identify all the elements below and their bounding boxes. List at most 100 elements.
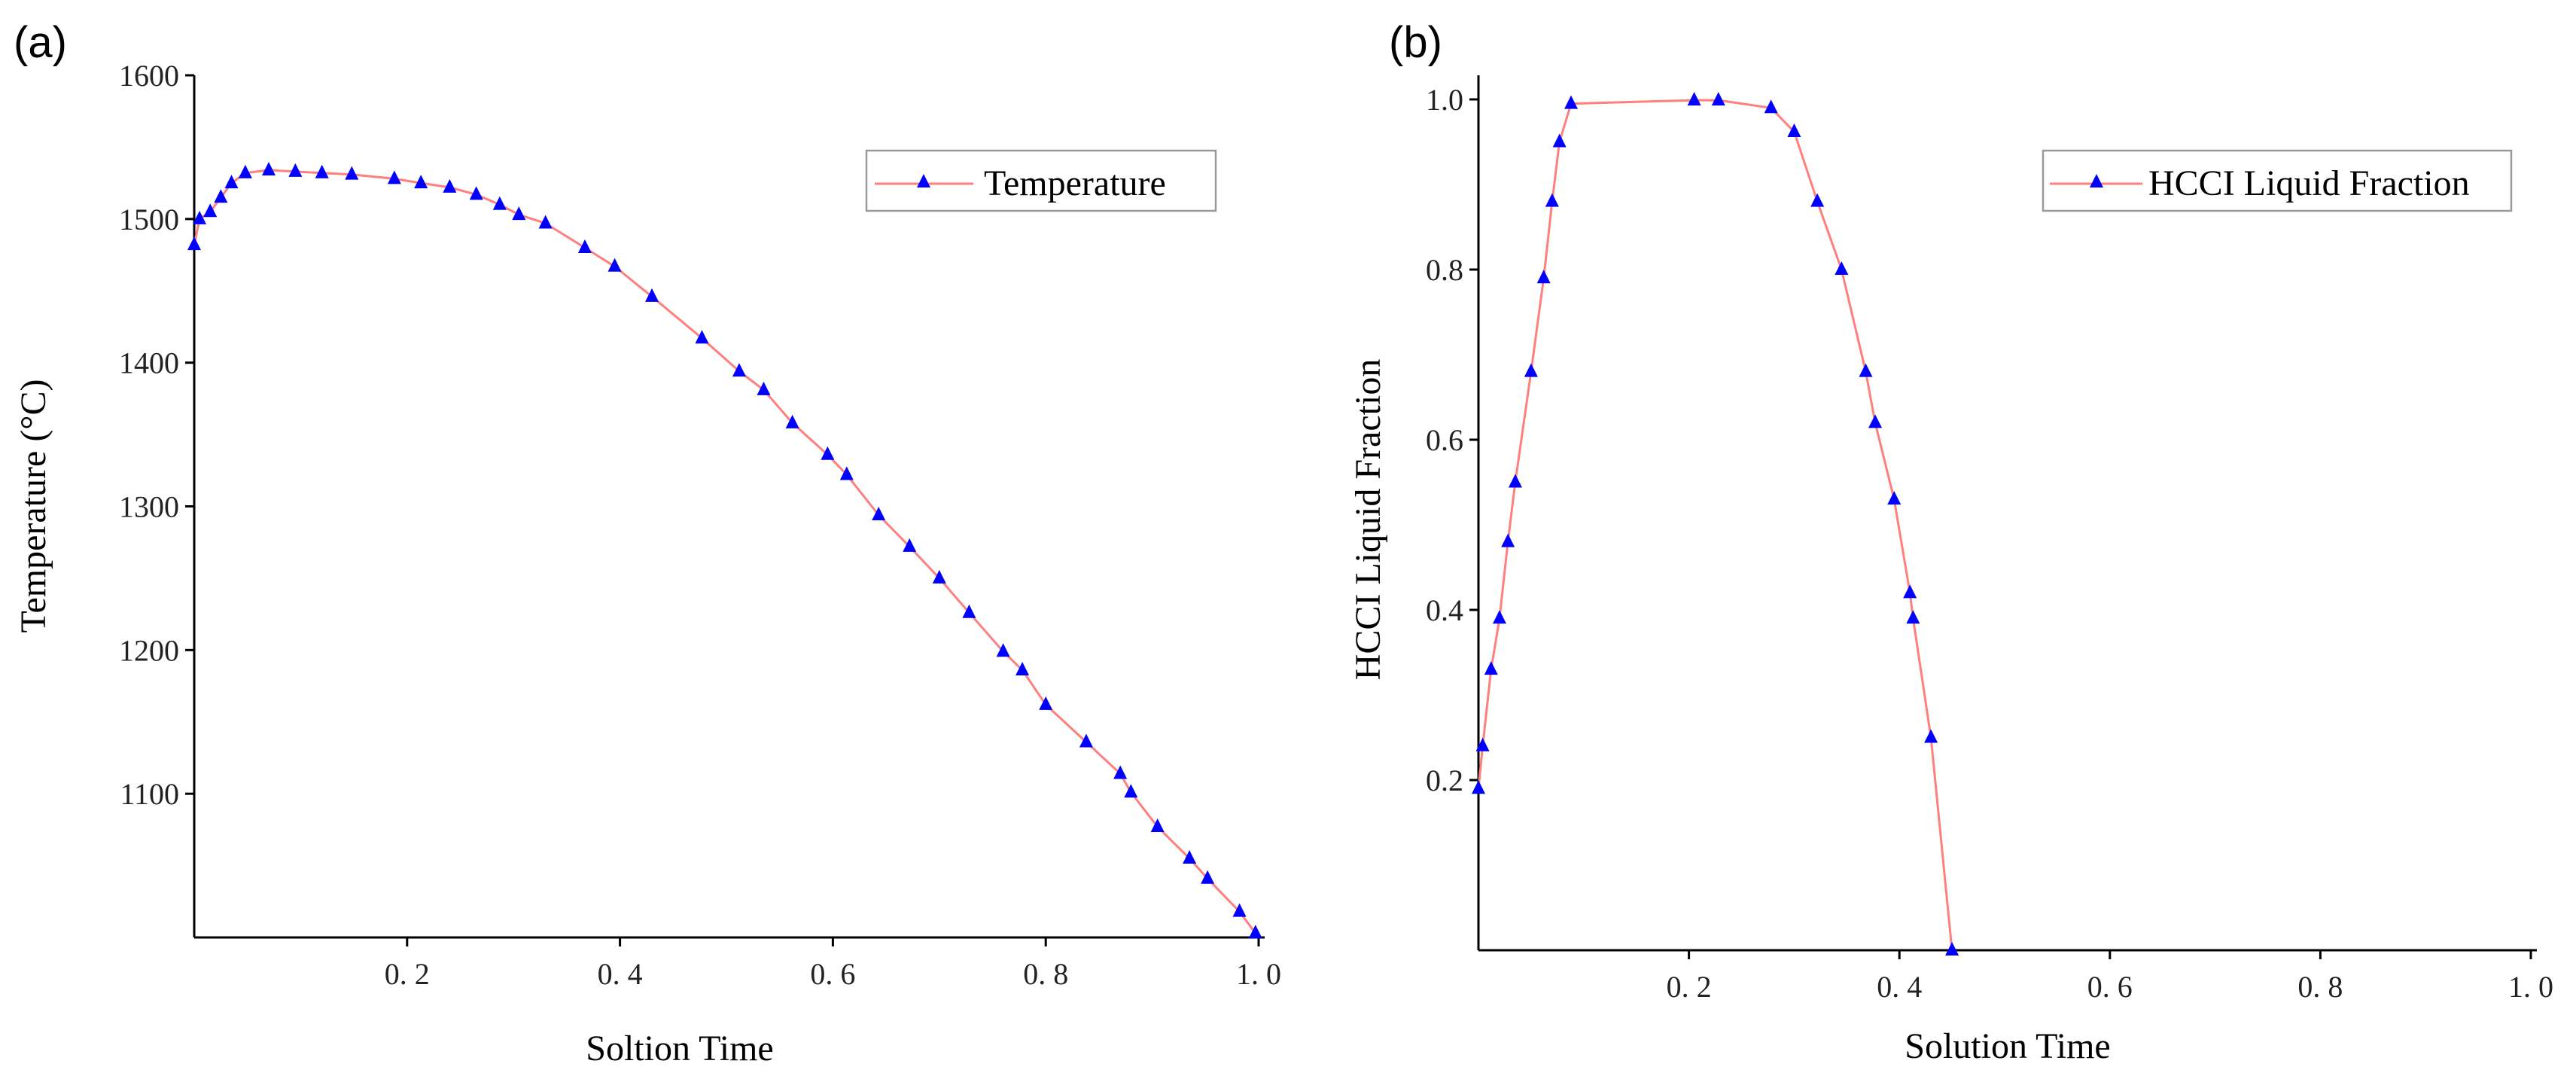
data-point-a-0 — [187, 236, 201, 251]
data-point-b-19 — [1887, 491, 1902, 505]
x-tick-label-b-3: 0. 8 — [2297, 970, 2343, 1004]
legend-b: HCCI Liquid Fraction — [2042, 149, 2513, 212]
legend-marker-icon-b — [2090, 174, 2103, 187]
y-tick-label-a-1: 1200 — [119, 633, 179, 667]
data-point-b-0 — [1472, 780, 1485, 794]
x-tick-label-b-2: 0. 6 — [2087, 970, 2133, 1004]
data-point-a-39 — [1232, 903, 1247, 917]
legend-label-b: HCCI Liquid Fraction — [2148, 163, 2470, 203]
data-point-a-15 — [512, 206, 526, 221]
data-point-a-37 — [1183, 850, 1197, 864]
y-axis-title-a: Temperature (°C) — [14, 379, 53, 632]
data-point-a-17 — [577, 239, 592, 253]
legend-box-b — [2042, 149, 2513, 212]
data-point-b-4 — [1501, 533, 1515, 547]
series-line-a-0 — [193, 169, 1257, 934]
data-point-a-20 — [695, 330, 709, 344]
data-point-a-21 — [732, 363, 746, 377]
chart-temperature: (a) 0. 2 0. 4 0. 6 0. 8 1. 0 1100 1200 1300 1400… — [14, 18, 1281, 1068]
data-point-a-40 — [1248, 925, 1262, 939]
data-point-a-14 — [492, 196, 507, 210]
legend-label-a: Temperature — [984, 163, 1166, 203]
y-tick-label-a-2: 1300 — [119, 490, 179, 524]
data-point-b-9 — [1552, 133, 1567, 148]
y-tick-label-b-2: 0.6 — [1426, 423, 1463, 457]
y-tick-label-b-1: 0.4 — [1426, 593, 1463, 627]
data-point-a-24 — [821, 446, 835, 460]
data-point-b-10 — [1564, 95, 1579, 109]
panel-label-b: (b) — [1389, 18, 1442, 67]
data-point-a-6 — [261, 161, 276, 175]
data-point-a-11 — [414, 175, 428, 189]
data-point-b-23 — [1945, 942, 1959, 956]
data-point-a-7 — [288, 163, 303, 177]
x-tick-label-b-1: 0. 4 — [1877, 970, 1922, 1004]
x-axis-title-a: Soltion Time — [586, 1029, 773, 1068]
data-point-b-21 — [1906, 610, 1920, 624]
data-point-a-12 — [443, 178, 457, 193]
data-point-b-12 — [1711, 92, 1725, 106]
x-tick-label-b-0: 0. 2 — [1667, 970, 1712, 1004]
data-point-a-30 — [996, 643, 1010, 657]
y-tick-label-b-4: 1.0 — [1426, 83, 1463, 117]
data-point-a-22 — [757, 381, 771, 395]
data-point-a-34 — [1113, 765, 1128, 779]
data-point-b-2 — [1484, 661, 1498, 675]
y-tick-label-a-3: 1400 — [119, 346, 179, 380]
data-point-a-31 — [1015, 662, 1030, 676]
data-point-a-38 — [1201, 870, 1215, 884]
series-line-b-0 — [1477, 99, 1953, 951]
data-point-a-36 — [1150, 818, 1165, 833]
data-point-a-18 — [607, 258, 622, 272]
data-point-a-1 — [193, 210, 207, 224]
data-point-a-10 — [387, 170, 401, 184]
x-axis-title-b: Solution Time — [1905, 1026, 2110, 1066]
data-point-b-20 — [1903, 584, 1917, 599]
data-point-a-2 — [203, 203, 218, 218]
data-point-a-8 — [315, 164, 329, 178]
data-point-a-9 — [345, 166, 359, 180]
chart-liquid-fraction: (b) 0. 2 0. 4 0. 6 0. 8 1. 00.20.40.60.81.0 … — [1348, 18, 2553, 1066]
data-point-b-7 — [1536, 270, 1551, 284]
data-point-a-23 — [785, 414, 799, 428]
data-point-b-14 — [1787, 123, 1801, 137]
data-point-a-13 — [469, 186, 483, 200]
data-point-a-32 — [1039, 696, 1053, 710]
y-tick-label-b-0: 0.2 — [1426, 763, 1463, 797]
legend-marker-icon-a — [917, 174, 930, 187]
y-tick-label-a-0: 1100 — [120, 777, 179, 811]
x-tick-label-a-1: 0. 4 — [598, 957, 643, 991]
data-point-a-27 — [903, 538, 917, 552]
data-point-b-8 — [1545, 193, 1559, 207]
data-point-b-5 — [1508, 474, 1522, 488]
legend-a: Temperature — [865, 149, 1217, 212]
data-point-a-19 — [645, 288, 659, 302]
data-point-a-16 — [538, 215, 553, 229]
data-point-a-25 — [839, 466, 854, 480]
data-point-b-13 — [1764, 99, 1778, 114]
data-point-a-29 — [962, 604, 976, 618]
y-tick-label-a-4: 1500 — [119, 203, 179, 236]
data-point-b-1 — [1475, 737, 1490, 751]
x-tick-label-a-4: 1. 0 — [1236, 957, 1281, 991]
data-point-a-5 — [238, 164, 252, 178]
y-axis-title-b: HCCI Liquid Fraction — [1348, 359, 1388, 681]
data-point-a-35 — [1124, 784, 1138, 798]
data-point-a-3 — [214, 189, 228, 203]
data-point-b-18 — [1868, 414, 1883, 428]
data-point-b-22 — [1924, 729, 1938, 743]
data-point-a-4 — [224, 175, 239, 189]
panel-label-a: (a) — [14, 18, 67, 67]
data-point-b-3 — [1492, 610, 1506, 624]
data-point-a-26 — [872, 506, 886, 520]
x-tick-label-a-0: 0. 2 — [385, 957, 430, 991]
x-tick-label-a-2: 0. 6 — [810, 957, 855, 991]
y-tick-label-b-3: 0.8 — [1426, 253, 1463, 287]
data-point-b-17 — [1859, 363, 1873, 377]
data-point-b-15 — [1810, 193, 1825, 207]
data-point-a-33 — [1079, 733, 1093, 748]
y-tick-label-a-5: 1600 — [119, 59, 179, 93]
x-tick-label-a-3: 0. 8 — [1023, 957, 1068, 991]
data-point-b-6 — [1524, 363, 1538, 377]
